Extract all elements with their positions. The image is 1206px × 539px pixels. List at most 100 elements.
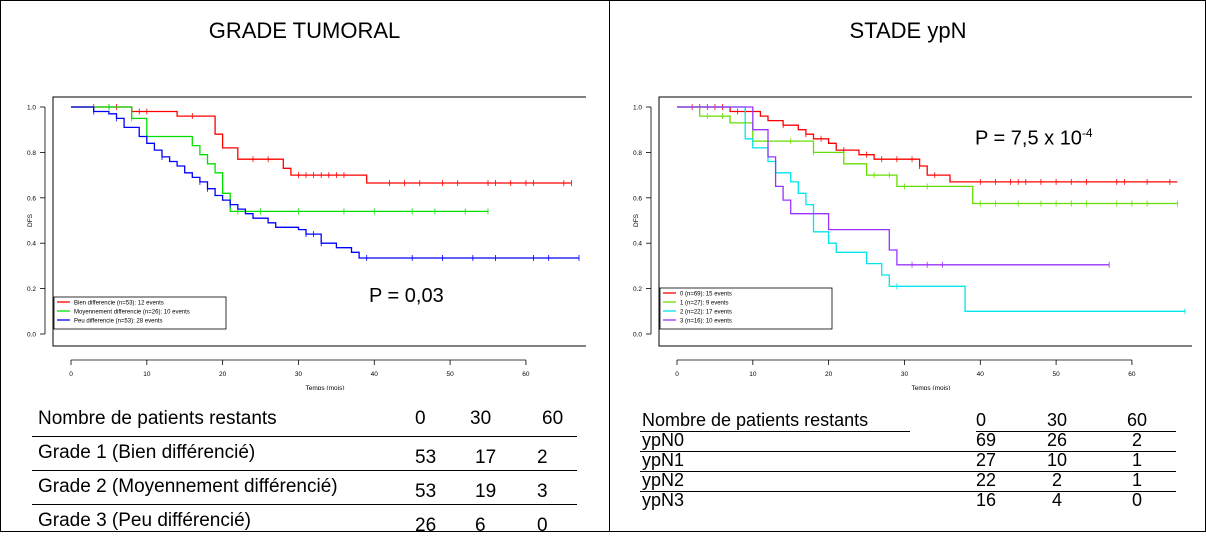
right-risk-cell: 27 [976,450,997,470]
left-risk-header-t30: 30 [470,408,492,429]
left-p-value: P = 0,03 [369,285,444,307]
left-y-tick-label: 0.8 [27,150,36,157]
left-risk-row-label: Grade 2 (Moyennement différencié) [38,476,338,497]
right-legend-label: 2 (n=22): 17 events [680,310,732,316]
table-rule [976,431,1176,432]
left-risk-row-label: Grade 3 (Peu différencié) [38,510,251,531]
left-y-tick-label: 0.2 [27,286,36,293]
right-legend-label: 3 (n=16): 10 events [680,319,732,325]
left-risk-cell: 6 [475,515,486,536]
left-x-tick-label: 50 [446,371,454,378]
left-risk-header-t60: 60 [542,408,564,429]
right-risk-row-ypn2: ypN2 22 2 1 [640,470,1176,492]
right-y-tick-label: 0.2 [633,286,642,293]
left-y-tick-label: 0.4 [27,241,36,248]
right-x-tick-label: 40 [977,371,985,378]
right-risk-cell: 22 [976,470,997,490]
right-y-tick-label: 0.6 [633,195,642,202]
right-y-tick-label: 0.0 [633,332,642,339]
right-plot-box [658,96,1192,347]
left-panel-title: GRADE TUMORAL [208,18,401,43]
right-risk-cell: 69 [976,430,997,450]
right-legend-label: 1 (n=27): 9 events [680,301,729,307]
right-risk-cell: 2 [1052,470,1063,490]
right-x-tick-label: 20 [825,371,833,378]
left-x-tick-label: 0 [69,371,73,378]
right-p-value-exponent: -4 [1081,126,1093,140]
right-risk-row-ypn1: ypN1 27 10 1 [640,450,1176,472]
right-risk-header-t30: 30 [1047,410,1068,430]
right-risk-row-label: ypN0 [642,430,685,450]
right-risk-header-t0: 0 [976,410,987,430]
left-plot-box [52,96,586,347]
right-series-1-line [677,106,1178,205]
right-y-tick-label: 0.8 [633,150,642,157]
right-y-axis-label: DFS [633,213,640,227]
table-rule [640,491,1176,492]
right-risk-header-label: Nombre de patients restants [642,410,869,430]
left-risk-row-grade2: Grade 2 (Moyennement différencié) 53 19 … [32,471,577,505]
left-risk-header-label: Nombre de patients restants [38,408,277,429]
left-legend-box [53,296,227,330]
right-legend-label: 0 (n=69): 15 events [680,292,732,298]
left-x-tick-label: 60 [522,371,530,378]
right-risk-row-ypn3: ypN3 16 4 0 [640,490,1176,511]
right-legend-box [659,287,833,330]
right-risk-cell: 26 [1047,430,1068,450]
right-y-tick-label: 0.4 [633,241,642,248]
right-p-value-base: P = 7,5 x 10 [975,127,1082,150]
left-y-tick-label: 1.0 [27,105,36,112]
right-risk-cell: 0 [1132,490,1143,510]
right-series-3-line [677,106,1110,266]
right-km-chart: 0.0 0.2 0.4 0.6 0.8 1.0 0 10 20 30 40 50 60 DFS Temps … [633,96,1192,390]
right-risk-row-label: ypN1 [642,450,685,470]
left-legend-label: Moyennement differencie (n=26): 10 event… [74,310,190,316]
right-risk-row-label: ypN2 [642,470,685,490]
table-rule [640,431,910,432]
left-series-1-line [71,106,488,213]
left-risk-cell: 53 [415,481,437,502]
right-x-tick-label: 30 [901,371,909,378]
right-p-value: P = 7,5 x 10-4 [975,126,1093,151]
left-y-axis-label: DFS [27,213,34,227]
right-x-tick-label: 10 [749,371,757,378]
right-risk-cell: 16 [976,490,997,510]
right-risk-cell: 10 [1047,450,1068,470]
left-x-tick-label: 40 [371,371,379,378]
left-risk-cell: 53 [415,447,437,468]
right-risk-cell: 4 [1052,490,1063,510]
right-panel-title: STADE ypN [849,18,967,43]
left-risk-header-t0: 0 [415,408,426,429]
right-risk-row-label: ypN3 [642,490,685,510]
table-rule [32,470,577,471]
right-risk-table: Nombre de patients restants 0 30 60 ypN0… [640,410,1176,511]
left-risk-table: Nombre de patients restants 0 30 60 Grad… [32,403,577,539]
table-rule [32,504,577,505]
left-y-tick-label: 0.0 [27,332,36,339]
left-risk-row-grade1: Grade 1 (Bien différencié) 53 17 2 [32,437,577,471]
right-risk-header-t60: 60 [1127,410,1148,430]
left-km-chart: 0.0 0.2 0.4 0.6 0.8 1.0 0 10 20 30 40 50 60 DFS Temps … [27,96,586,390]
table-rule [32,436,577,437]
left-x-tick-label: 20 [219,371,227,378]
left-risk-row-label: Grade 1 (Bien différencié) [38,442,256,463]
right-x-tick-label: 60 [1128,371,1136,378]
table-rule [640,471,1176,472]
left-risk-row-grade3: Grade 3 (Peu différencié) 26 6 0 [32,505,577,539]
panel-divider [609,0,610,532]
left-legend-label: Peu differencie (n=53): 28 events [74,319,162,325]
left-x-axis-label: Temps (mois) [305,385,344,390]
right-x-tick-label: 50 [1052,371,1060,378]
left-risk-cell: 19 [475,481,497,502]
left-y-tick-label: 0.6 [27,195,36,202]
right-x-tick-label: 0 [675,371,679,378]
right-risk-cell: 1 [1132,470,1143,490]
right-risk-cell: 2 [1132,430,1143,450]
right-y-tick-label: 1.0 [633,105,642,112]
left-risk-cell: 17 [475,447,497,468]
left-risk-cell: 2 [537,447,548,468]
table-rule [640,451,1176,452]
left-series-0-line [71,106,572,184]
left-x-tick-label: 30 [295,371,303,378]
left-risk-cell: 3 [537,481,548,502]
